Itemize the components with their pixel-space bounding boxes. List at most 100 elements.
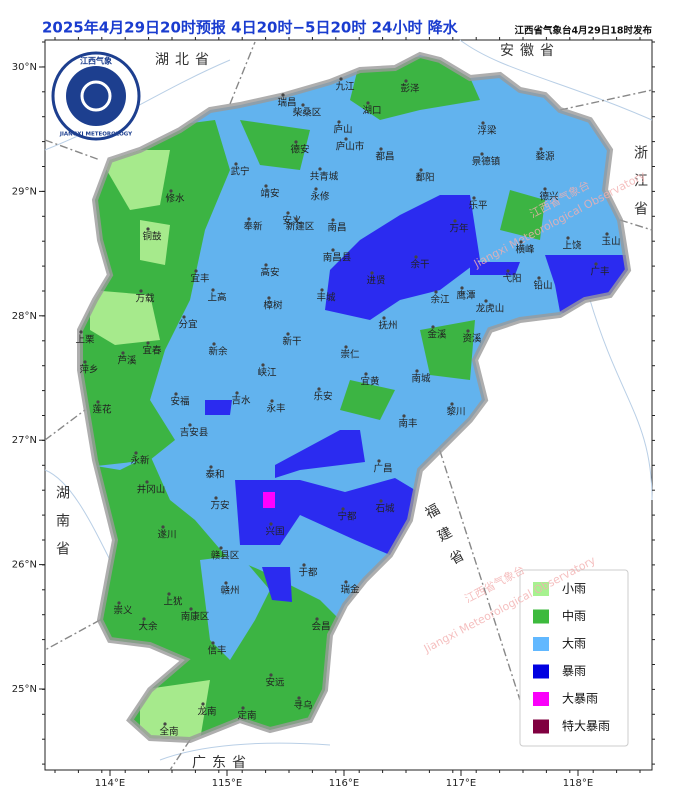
city-dot <box>96 400 100 404</box>
city-dot <box>134 451 138 455</box>
city-label: 铅山 <box>533 280 552 292</box>
city-label: 寻乌 <box>293 700 312 712</box>
city-dot <box>472 196 476 200</box>
city-dot <box>301 103 305 107</box>
city-dot <box>460 286 464 290</box>
city-label: 都昌 <box>375 152 394 163</box>
city-label: 景德镇 <box>472 156 501 168</box>
city-dot <box>286 332 290 336</box>
city-label: 上犹 <box>163 597 183 608</box>
city-label: 大余 <box>138 621 158 633</box>
city-dot <box>121 351 125 355</box>
city-dot <box>605 232 609 236</box>
legend-label: 特大暴雨 <box>562 718 610 733</box>
city-dot <box>506 269 510 273</box>
city-dot <box>214 496 218 500</box>
city-dot <box>194 269 198 273</box>
city-label: 龙虎山 <box>476 303 505 315</box>
city-dot <box>331 218 335 222</box>
city-dot <box>566 236 570 240</box>
city-label: 全南 <box>159 726 178 738</box>
city-dot <box>320 288 324 292</box>
legend-label: 暴雨 <box>562 664 586 678</box>
legend-label: 大雨 <box>562 637 586 651</box>
y-tick-label: 26°N <box>12 560 37 571</box>
y-tick-label: 25°N <box>12 684 37 695</box>
city-label: 上栗 <box>75 335 95 346</box>
city-dot <box>484 299 488 303</box>
city-dot <box>146 341 150 345</box>
city-label: 上高 <box>207 292 226 304</box>
city-dot <box>209 465 213 469</box>
city-label: 石城 <box>375 504 395 515</box>
city-dot <box>294 140 298 144</box>
city-label: 宜春 <box>142 345 162 357</box>
city-label: 兴国 <box>265 527 284 538</box>
city-dot <box>286 211 290 215</box>
city-label: 金溪 <box>427 329 447 341</box>
city-dot <box>453 219 457 223</box>
city-dot <box>182 315 186 319</box>
city-label: 进贤 <box>366 276 386 287</box>
x-tick-label: 115°E <box>212 778 242 789</box>
legend-swatch <box>533 719 549 734</box>
city-label: 永新 <box>130 455 150 467</box>
logo: 江西气象 JIANGXI METEOROLOGY <box>51 51 141 141</box>
city-dot <box>139 289 143 293</box>
title: 2025年4月29日20时预报 4日20时−5日20时 24小时 降水 <box>42 19 459 37</box>
city-dot <box>414 255 418 259</box>
jiangxi-border <box>77 51 632 744</box>
city-label: 柴桑区 <box>293 107 322 119</box>
city-label: 鄱阳 <box>415 172 434 184</box>
city-label: 靖安 <box>260 188 279 200</box>
city-label: 资溪 <box>462 333 482 345</box>
city-dot <box>377 459 381 463</box>
legend-label: 小雨 <box>562 582 586 596</box>
city-dot <box>234 162 238 166</box>
city-dot <box>294 217 298 221</box>
city-label: 乐平 <box>468 200 488 212</box>
city-dot <box>539 147 543 151</box>
y-tick-label: 30°N <box>12 62 37 73</box>
city-dot <box>370 271 374 275</box>
city-dot <box>379 499 383 503</box>
city-label: 萍乡 <box>79 365 98 376</box>
legend-swatch <box>533 637 549 651</box>
city-dot <box>174 392 178 396</box>
x-tick-label: 114°E <box>95 778 125 789</box>
city-label: 芦溪 <box>117 355 137 367</box>
city-dot <box>466 329 470 333</box>
city-dot <box>281 93 285 97</box>
city-label: 奉新 <box>243 221 263 233</box>
city-label: 丰城 <box>316 292 336 304</box>
city-dot <box>297 696 301 700</box>
city-label: 瑞昌 <box>277 97 296 109</box>
city-label: 万年 <box>449 223 469 235</box>
city-label: 新干 <box>282 336 301 348</box>
legend-label: 中雨 <box>562 608 586 623</box>
city-label: 安福 <box>170 396 189 408</box>
city-dot <box>145 480 149 484</box>
city-dot <box>481 121 485 125</box>
city-dot <box>594 262 598 266</box>
city-dot <box>117 601 121 605</box>
city-dot <box>161 525 165 529</box>
city-label: 南昌 <box>327 222 346 234</box>
city-label: 崇仁 <box>340 349 360 361</box>
city-label: 信丰 <box>207 645 226 657</box>
city-dot <box>267 296 271 300</box>
city-label: 宁都 <box>337 511 357 523</box>
city-dot <box>146 227 150 231</box>
city-label: 瑞金 <box>340 584 360 596</box>
city-dot <box>235 391 239 395</box>
city-label: 南城 <box>411 373 431 385</box>
city-label: 修水 <box>165 193 185 205</box>
city-label: 宜丰 <box>190 273 209 285</box>
city-label: 万载 <box>135 293 155 305</box>
city-dot <box>79 330 83 334</box>
city-label: 吉安县 <box>180 427 209 439</box>
city-dot <box>450 402 454 406</box>
city-dot <box>188 423 192 427</box>
